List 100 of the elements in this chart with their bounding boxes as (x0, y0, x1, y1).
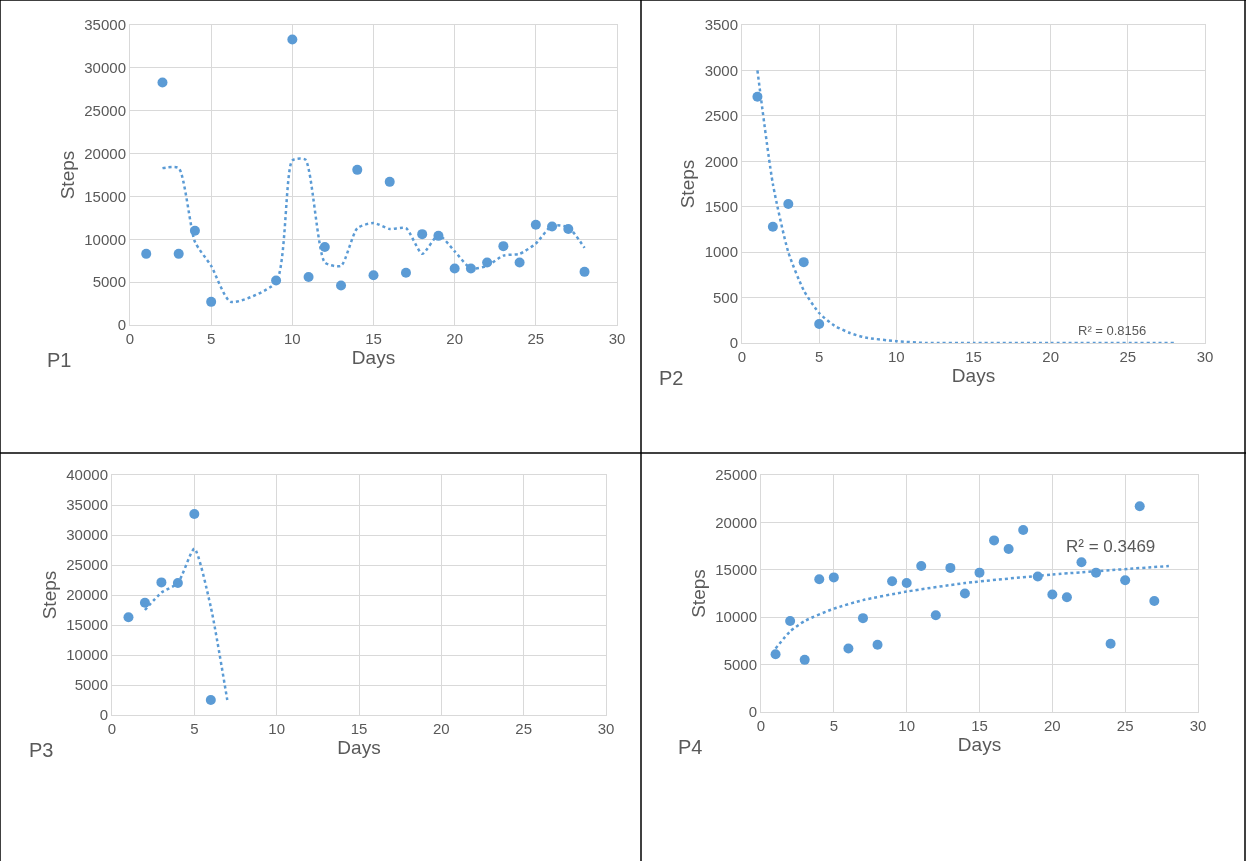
point (930, 610, 941, 621)
x-tick-label: 5 (829, 717, 838, 734)
point (814, 318, 825, 329)
y-tick-label: 5000 (74, 676, 108, 694)
point (959, 588, 970, 599)
y-tick-label: 1500 (704, 197, 738, 215)
point (1061, 592, 1072, 603)
y-tick-label: 0 (117, 316, 126, 334)
point (514, 257, 525, 268)
x-tick-label: 20 (1042, 348, 1060, 365)
y-tick-label: 10000 (66, 646, 108, 664)
point (974, 567, 985, 578)
x-tick-label: 5 (207, 330, 216, 347)
point (770, 649, 781, 660)
point (368, 270, 379, 281)
point (449, 263, 460, 274)
x-tick-label: 10 (283, 330, 301, 347)
point (872, 639, 883, 650)
point (384, 176, 395, 187)
y-axis-title: Steps (688, 569, 710, 618)
y-tick-label: 1000 (704, 243, 738, 261)
x-tick-label: 25 (1116, 717, 1134, 734)
y-tick-label: 20000 (715, 513, 757, 531)
x-tick-label: 25 (515, 720, 533, 737)
point (1134, 501, 1145, 512)
y-tick-label: 500 (712, 288, 738, 306)
x-tick-label: 15 (971, 717, 988, 734)
y-tick-label: 15000 (66, 616, 108, 634)
point (156, 577, 167, 588)
point (887, 576, 898, 587)
point (1047, 589, 1058, 600)
y-tick-label: 30000 (84, 59, 126, 77)
point (945, 562, 956, 573)
point (157, 77, 168, 88)
point (400, 267, 411, 278)
x-axis-title: Days (337, 737, 381, 758)
y-tick-label: 35000 (66, 496, 108, 514)
y-tick-label: 20000 (84, 144, 126, 162)
y-tick-label: 30000 (66, 526, 108, 544)
x-tick-label: 15 (965, 348, 982, 365)
point (857, 613, 868, 624)
x-tick-label: 10 (268, 720, 286, 737)
x-tick-label: 30 (1189, 717, 1207, 734)
point (352, 164, 363, 175)
point (767, 221, 778, 232)
point (901, 578, 912, 589)
annotation: R² = 0.3469 (1066, 537, 1156, 556)
point (206, 296, 217, 307)
point (530, 219, 541, 230)
y-tick-label: 40000 (66, 466, 108, 484)
y-tick-label: 25000 (66, 556, 108, 574)
point (1120, 575, 1131, 586)
point (173, 248, 184, 259)
x-tick-label: 30 (1196, 348, 1214, 365)
x-tick-label: 20 (446, 330, 464, 347)
point (579, 266, 590, 277)
y-tick-label: 3000 (704, 61, 738, 79)
y-tick-label: 10000 (84, 230, 126, 248)
x-tick-label: 15 (350, 720, 368, 737)
y-tick-label: 5000 (92, 273, 126, 291)
point (799, 654, 810, 665)
y-tick-label: 0 (748, 703, 757, 721)
y-axis-title: Steps (57, 150, 79, 200)
point (303, 272, 314, 282)
x-tick-label: 25 (527, 330, 545, 347)
x-tick-label: 5 (190, 720, 199, 737)
point (1149, 596, 1160, 607)
text: P3 (29, 739, 54, 761)
x-tick-label: 5 (815, 348, 824, 365)
y-tick-label: 15000 (84, 187, 126, 205)
point (1018, 524, 1029, 535)
x-tick-label: 10 (887, 348, 905, 365)
x-tick-label: 25 (1119, 348, 1137, 365)
point (189, 509, 200, 519)
y-tick-label: 5000 (723, 655, 757, 673)
line-series (161, 157, 586, 304)
point (828, 572, 839, 583)
point (1076, 557, 1087, 568)
point (1003, 543, 1014, 554)
y-axis-title: Steps (677, 159, 699, 209)
annotation: R² = 0.8156 (1078, 323, 1147, 338)
y-tick-label: 3500 (704, 16, 738, 34)
point (336, 280, 347, 291)
x-tick-label: 30 (608, 330, 626, 347)
point (139, 597, 150, 608)
x-tick-label: 15 (365, 330, 382, 347)
point (205, 695, 216, 705)
y-tick-label: 2000 (704, 152, 738, 170)
point (141, 248, 152, 259)
point (798, 257, 809, 268)
text: P2 (659, 367, 684, 389)
x-tick-label: 20 (1043, 717, 1061, 734)
point (287, 34, 298, 45)
point (123, 612, 134, 623)
x-axis-title: Days (957, 734, 1002, 755)
x-tick-label: 10 (898, 717, 916, 734)
y-tick-label: 25000 (84, 101, 126, 119)
text: P4 (678, 736, 703, 758)
x-tick-label: 20 (432, 720, 450, 737)
y-tick-label: 15000 (715, 561, 757, 579)
